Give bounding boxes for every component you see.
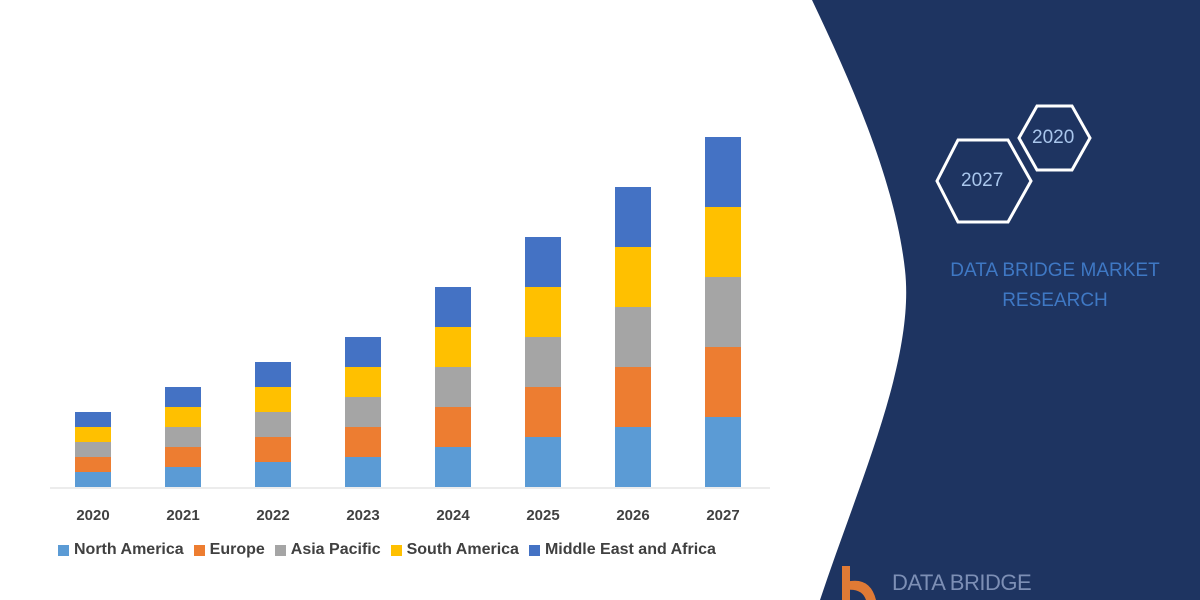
bar-segment-2021-middle-east-and-africa (165, 387, 201, 407)
bar-segment-2027-asia-pacific (705, 277, 741, 347)
legend-label: Asia Pacific (290, 541, 381, 558)
legend-swatch-icon (390, 544, 402, 556)
hex-label-2027: 2027 (961, 170, 1004, 191)
legend-item: South America (390, 541, 519, 559)
bar-segment-2026-europe (615, 367, 651, 427)
legend-item: Europe (193, 541, 265, 559)
bar-segment-2023-south-america (345, 367, 381, 397)
bar-segment-2020-middle-east-and-africa (75, 412, 111, 427)
legend: North America Europe Asia Pacific South Ame… (58, 541, 716, 559)
navy-panel (812, 0, 1200, 600)
bar-segment-2024-middle-east-and-africa (435, 287, 471, 327)
hex-label-2020: 2020 (1032, 127, 1075, 148)
x-tick-label: 2025 (526, 507, 559, 524)
logo-icon (842, 566, 876, 600)
bar-segment-2023-asia-pacific (345, 397, 381, 427)
bar-segment-2020-north-america (75, 472, 111, 487)
legend-item: Middle East and Africa (528, 541, 716, 559)
x-tick-label: 2022 (256, 507, 289, 524)
stacked-bar-chart: 2020 2021 2022 2023 2024 2025 2026 2027 (50, 137, 770, 524)
x-tick-label: 2020 (76, 507, 109, 524)
bar-segment-2023-europe (345, 427, 381, 457)
x-tick-label: 2024 (436, 507, 470, 524)
x-tick-label: 2021 (166, 507, 199, 524)
bar-segment-2027-europe (705, 347, 741, 417)
x-tick-label: 2026 (616, 507, 649, 524)
x-tick-label: 2023 (346, 507, 379, 524)
hex-2027-icon (935, 138, 1033, 224)
bar-segment-2026-north-america (615, 427, 651, 487)
bar-segment-2025-south-america (525, 287, 561, 337)
bar-segment-2024-asia-pacific (435, 367, 471, 407)
brand-text: DATA BRIDGE MARKET RESEARCH (930, 256, 1180, 316)
bar-segment-2025-middle-east-and-africa (525, 237, 561, 287)
bar-segment-2021-south-america (165, 407, 201, 427)
legend-swatch-icon (528, 544, 540, 556)
bar-segment-2021-asia-pacific (165, 427, 201, 447)
brand-line-1: DATA BRIDGE MARKET (950, 260, 1160, 281)
bar-segment-2027-north-america (705, 417, 741, 487)
bar-segment-2023-north-america (345, 457, 381, 487)
bar-segment-2020-asia-pacific (75, 442, 111, 457)
legend-label: Middle East and Africa (544, 541, 716, 558)
legend-item: Asia Pacific (274, 541, 381, 559)
legend-label: Europe (209, 541, 265, 558)
bar-segment-2022-south-america (255, 387, 291, 412)
bar-segment-2027-middle-east-and-africa (705, 137, 741, 207)
bar-segment-2024-north-america (435, 447, 471, 487)
bar-segment-2022-middle-east-and-africa (255, 362, 291, 387)
bar-segment-2022-north-america (255, 462, 291, 487)
bar-segment-2027-south-america (705, 207, 741, 277)
hex-2020-icon (1017, 104, 1092, 172)
bar-segment-2022-asia-pacific (255, 412, 291, 437)
bar-segment-2023-middle-east-and-africa (345, 337, 381, 367)
legend-swatch-icon (193, 544, 205, 556)
bar-segment-2026-middle-east-and-africa (615, 187, 651, 247)
bar-segment-2021-north-america (165, 467, 201, 487)
bar-segment-2025-europe (525, 387, 561, 437)
bar-segment-2026-south-america (615, 247, 651, 307)
bar-segment-2020-south-america (75, 427, 111, 442)
bar-segment-2026-asia-pacific (615, 307, 651, 367)
bar-segment-2025-asia-pacific (525, 337, 561, 387)
legend-label: South America (406, 541, 519, 558)
legend-swatch-icon (274, 544, 286, 556)
brand-line-2: RESEARCH (1002, 290, 1108, 311)
bar-segment-2025-north-america (525, 437, 561, 487)
logo-text: DATA BRIDGE (892, 570, 1032, 595)
legend-item: North America (58, 541, 184, 559)
bar-segment-2024-south-america (435, 327, 471, 367)
legend-label: North America (74, 541, 184, 558)
x-tick-label: 2027 (706, 507, 739, 524)
bar-segment-2024-europe (435, 407, 471, 447)
bar-segment-2021-europe (165, 447, 201, 467)
bar-segment-2020-europe (75, 457, 111, 472)
bar-segment-2022-europe (255, 437, 291, 462)
legend-swatch-icon (58, 544, 69, 556)
